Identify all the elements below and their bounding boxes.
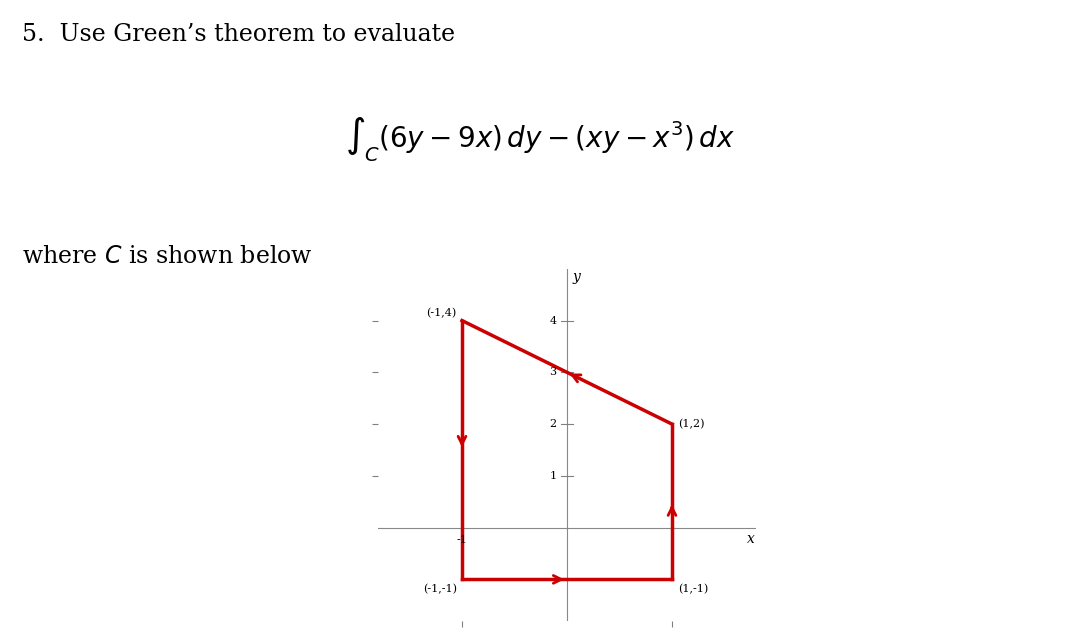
Text: (1,-1): (1,-1)	[678, 584, 708, 594]
Text: 4: 4	[550, 316, 556, 326]
Text: (1,2): (1,2)	[678, 419, 705, 429]
Text: 1: 1	[550, 471, 556, 481]
Text: -1: -1	[457, 536, 468, 545]
Text: 2: 2	[550, 419, 556, 429]
Text: (-1,-1): (-1,-1)	[422, 584, 457, 594]
Text: 5.  Use Green’s theorem to evaluate: 5. Use Green’s theorem to evaluate	[22, 23, 455, 46]
Text: 3: 3	[550, 367, 556, 378]
Text: x: x	[746, 532, 755, 546]
Text: where $C$ is shown below: where $C$ is shown below	[22, 244, 312, 268]
Text: (-1,4): (-1,4)	[427, 308, 457, 318]
Text: $\int_C (6y - 9x)\,dy - (xy - x^3)\,dx$: $\int_C (6y - 9x)\,dy - (xy - x^3)\,dx$	[345, 115, 735, 164]
Text: y: y	[572, 269, 580, 284]
